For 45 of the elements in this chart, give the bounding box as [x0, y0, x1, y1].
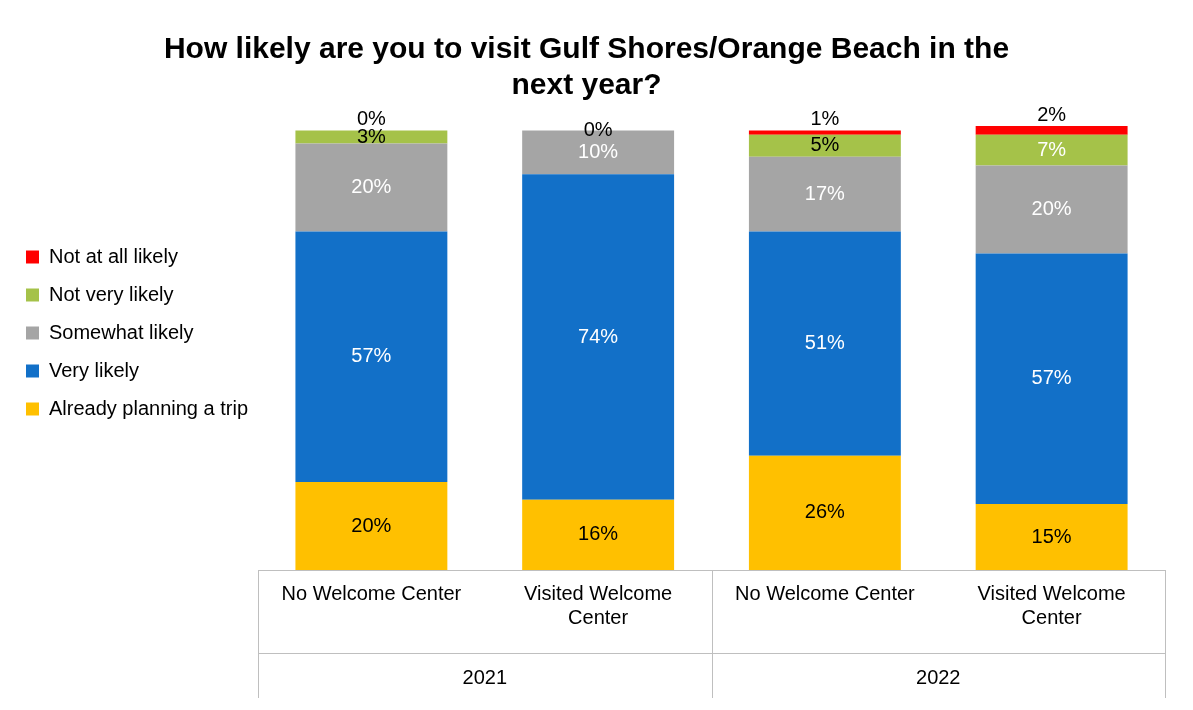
- bar: [295, 143, 448, 232]
- bar: [748, 231, 901, 456]
- data-label: 7%: [1037, 137, 1067, 160]
- bar: [975, 126, 1128, 135]
- text: 2021: [462, 665, 508, 688]
- data-label: 57%: [1031, 366, 1072, 389]
- bar: [748, 455, 901, 570]
- data-label: 10%: [578, 139, 619, 162]
- data-label: 15%: [1031, 524, 1072, 547]
- bar: [748, 156, 901, 232]
- data-label: 74%: [578, 324, 619, 347]
- data-label: 0%: [583, 117, 613, 140]
- bar: [975, 504, 1128, 570]
- x-tick-label: No Welcome Center: [281, 581, 462, 604]
- bar: [295, 231, 448, 483]
- legend-label: Very likely: [49, 358, 140, 381]
- data-label: 17%: [804, 181, 846, 204]
- data-label: 20%: [1031, 197, 1072, 220]
- bar: [748, 134, 901, 157]
- bar: [295, 130, 448, 144]
- data-label: 57%: [351, 344, 392, 367]
- bar: [295, 482, 448, 570]
- legend-label: Not at all likely: [49, 244, 178, 267]
- text: 2022: [916, 665, 961, 688]
- bar: [748, 130, 901, 135]
- bar: [522, 174, 675, 500]
- legend-label: Not very likely: [49, 282, 174, 305]
- x-tick-label: No Welcome Center: [735, 581, 916, 604]
- legend-label: Somewhat likely: [49, 320, 194, 343]
- x-tick-label: Visited Welcome Center: [977, 581, 1126, 628]
- data-label: 5%: [810, 133, 840, 156]
- data-label: 1%: [810, 106, 840, 129]
- data-label: 26%: [804, 500, 846, 523]
- bar: [975, 253, 1128, 505]
- data-label: 2%: [1037, 102, 1067, 125]
- bar: [522, 499, 675, 570]
- data-label: 20%: [351, 513, 392, 536]
- data-label: 20%: [351, 175, 392, 198]
- bar: [975, 134, 1128, 166]
- data-label: 51%: [804, 331, 846, 354]
- data-label: 16%: [578, 522, 619, 545]
- x-tick-label: Visited Welcome Center: [524, 581, 673, 628]
- bar: [975, 165, 1128, 254]
- legend-label: Already planning a trip: [49, 396, 249, 419]
- chart-title: How likely are you to visit Gulf Shores/Orange Beach in the next year?: [163, 31, 1010, 101]
